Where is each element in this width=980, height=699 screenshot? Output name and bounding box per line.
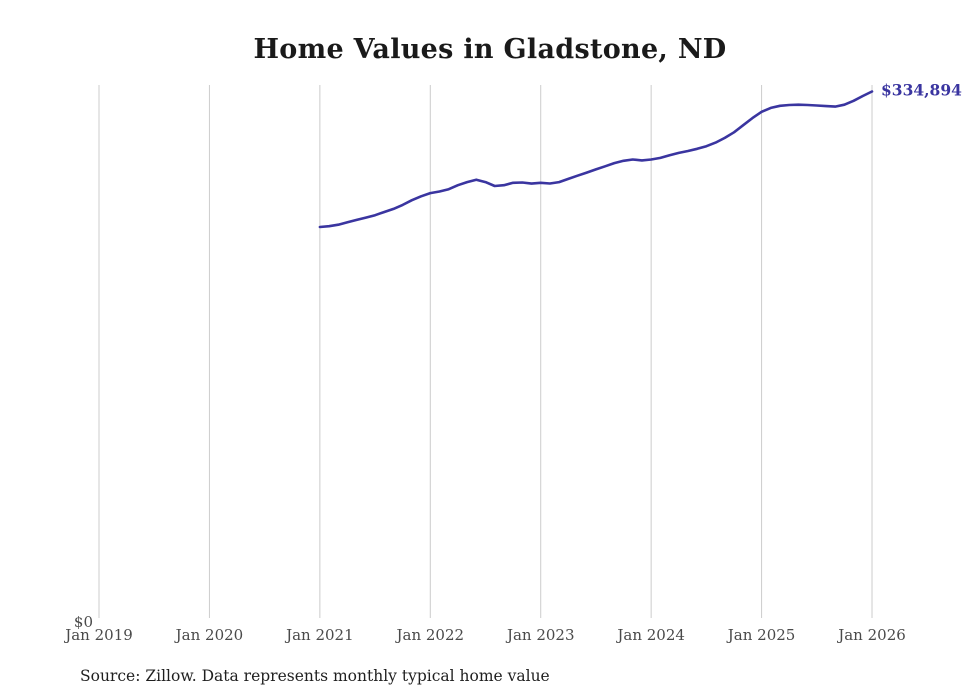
chart-title: Home Values in Gladstone, ND — [253, 34, 727, 65]
gridline-group — [98, 85, 873, 618]
y-axis-zero-label: $0 — [74, 613, 93, 631]
x-tick-label: Jan 2021 — [284, 626, 354, 644]
x-axis-tick-labels: Jan 2019 Jan 2020 Jan 2021 Jan 2022 Jan 2023… — [63, 626, 906, 644]
x-tick-label: Jan 2026 — [836, 626, 906, 644]
x-tick-label: Jan 2020 — [174, 626, 244, 644]
source-attribution: Source: Zillow. Data represents monthly … — [80, 667, 550, 685]
x-tick-label: Jan 2019 — [63, 626, 133, 644]
home-value-line-series — [318, 90, 874, 229]
x-tick-label: Jan 2022 — [395, 626, 465, 644]
x-tick-label: Jan 2023 — [505, 626, 575, 644]
x-tick-label: Jan 2024 — [615, 626, 685, 644]
latest-value-label: $334,894 — [881, 81, 962, 100]
x-tick-label: Jan 2025 — [726, 626, 796, 644]
